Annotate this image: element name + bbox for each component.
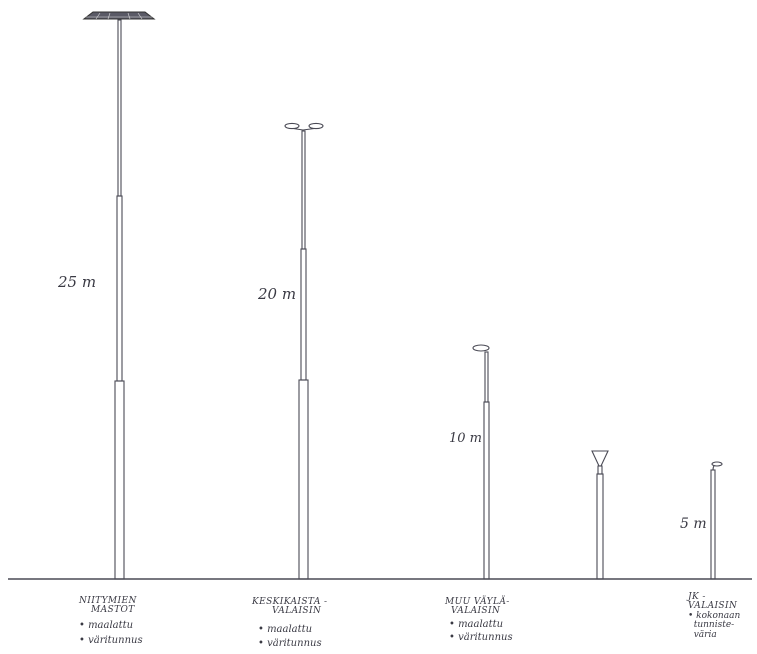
caption-median: KESKIKAISTA - VALAISIN • maalattu • väri… [252,597,328,650]
caption-pedestrian: JK - VALAISIN • kokonaan tunniste- väria [688,592,741,640]
caption-title-line: MASTOT [91,605,135,616]
caption-title-line: MUU VÄYLÄ- [445,597,510,607]
caption-title-line: KESKIKAISTA - [252,597,328,607]
caption-title-line: VALAISIN [451,606,501,617]
caption-title-line: JK - [688,592,706,602]
caption-bullet: • kokonaan [688,610,741,621]
height-label-10m: 10 m [449,431,483,446]
pedestrian-pole-5m [710,461,723,580]
caption-bullet: • maalattu [258,623,313,635]
height-label-25m: 25 m [58,273,97,291]
height-label-20m: 20 m [258,285,297,303]
caption-title-line: VALAISIN [272,606,322,617]
median-pole-20m [284,122,324,580]
caption-title-line: NIITYMIEN [79,596,137,606]
street-luminaire-icon [472,344,490,352]
mast-pole-25m [82,11,156,580]
double-arm-luminaire-icon [284,122,324,131]
caption-bullet: • maalattu [449,618,504,630]
pedestrian-luminaire-icon [711,461,723,471]
caption-mast: NIITYMIEN MASTOT • maalattu • väritunnus [79,596,143,647]
caption-bullet: • väritunnus [79,635,143,647]
road-pole-10m [472,344,490,580]
caption-bullet: tunniste- [688,620,735,631]
flat-luminaire-icon [82,11,156,20]
caption-bullet: • väritunnus [258,638,322,650]
lantern-pole [591,450,609,580]
caption-road: MUU VÄYLÄ- VALAISIN • maalattu • väritun… [445,597,513,644]
caption-title-line: VALAISIN [688,601,738,612]
caption-bullet: väria [688,629,717,640]
height-label-5m: 5 m [680,516,707,532]
lantern-luminaire-icon [591,450,609,467]
caption-bullet: • väritunnus [449,632,513,644]
caption-bullet: • maalattu [79,619,134,631]
